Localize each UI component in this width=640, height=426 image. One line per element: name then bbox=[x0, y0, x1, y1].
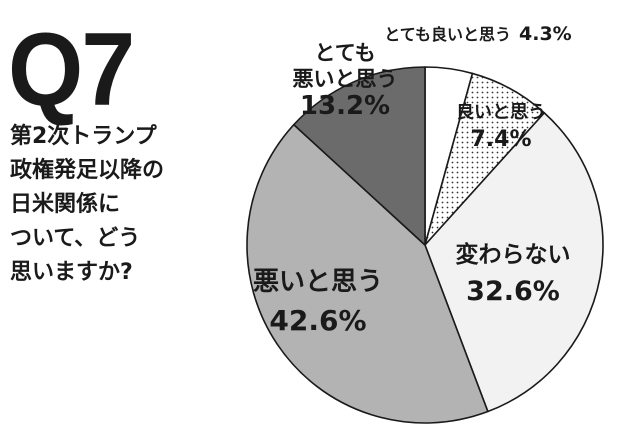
slice-category: 悪いと思う bbox=[253, 267, 383, 297]
slice-category: とても bbox=[314, 41, 375, 65]
slice-value: 42.6% bbox=[269, 304, 366, 337]
pie-slice bbox=[293, 66, 426, 246]
slice-value: 4.3% bbox=[519, 23, 572, 45]
question-line: 第2次トランプ bbox=[10, 124, 157, 149]
slice-label: 良いと思う 7.4% bbox=[456, 101, 546, 152]
question-line: 思いますか? bbox=[10, 260, 133, 286]
question-line: 政権発足以降の bbox=[10, 158, 165, 184]
slice-label: とても良いと思う 4.3% bbox=[384, 23, 571, 45]
slice-category: 悪いと思う bbox=[293, 67, 398, 91]
slice-value: 13.2% bbox=[300, 91, 390, 121]
slice-category: とても良いと思う bbox=[384, 25, 511, 44]
question-line: ついて、どう bbox=[10, 226, 141, 252]
pie-slice bbox=[246, 123, 489, 424]
slice-value: 32.6% bbox=[466, 276, 560, 307]
slice-label: 変わらない 32.6% bbox=[456, 241, 571, 307]
slice-label: 悪いと思う 42.6% bbox=[253, 267, 383, 337]
slice-label: とても悪いと思う 13.2% bbox=[293, 41, 398, 121]
pie-slice bbox=[424, 112, 604, 413]
question-number: Q7 bbox=[8, 12, 135, 128]
question-text: 第2次トランプ 政権発足以降の 日米関係に ついて、どう 思いますか? bbox=[10, 120, 215, 290]
slice-category: 良いと思う bbox=[456, 101, 546, 123]
question-line: 日米関係に bbox=[10, 192, 121, 218]
slice-category: 変わらない bbox=[456, 241, 571, 268]
slice-value: 7.4% bbox=[470, 127, 531, 152]
